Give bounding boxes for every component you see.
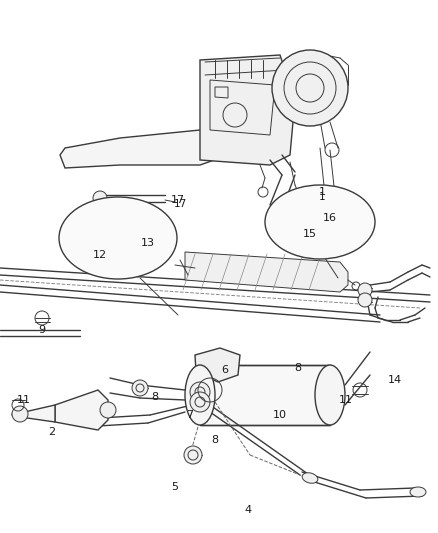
Text: 4: 4 [244, 505, 251, 515]
Text: 13: 13 [141, 238, 155, 248]
Text: 8: 8 [294, 363, 301, 373]
Ellipse shape [59, 197, 177, 279]
Ellipse shape [314, 365, 344, 425]
Text: 1: 1 [318, 187, 325, 197]
Text: 2: 2 [48, 427, 56, 437]
Polygon shape [200, 365, 329, 425]
Circle shape [184, 446, 201, 464]
Polygon shape [194, 348, 240, 382]
Polygon shape [60, 130, 219, 168]
Text: 8: 8 [151, 392, 158, 402]
Text: 8: 8 [211, 435, 218, 445]
Circle shape [357, 283, 371, 297]
Circle shape [357, 293, 371, 307]
Circle shape [93, 191, 107, 205]
Text: 11: 11 [17, 395, 31, 405]
Text: 12: 12 [93, 250, 107, 260]
Circle shape [190, 392, 209, 412]
Text: 7: 7 [186, 410, 193, 420]
Ellipse shape [265, 185, 374, 259]
Circle shape [223, 103, 247, 127]
Text: 16: 16 [322, 213, 336, 223]
Ellipse shape [184, 365, 215, 425]
Polygon shape [20, 405, 55, 422]
Ellipse shape [301, 473, 317, 483]
Text: 17: 17 [170, 195, 185, 205]
Circle shape [12, 406, 28, 422]
Circle shape [190, 382, 209, 402]
Circle shape [272, 50, 347, 126]
Text: 15: 15 [302, 229, 316, 239]
Polygon shape [200, 55, 294, 165]
Text: 5: 5 [171, 482, 178, 492]
Polygon shape [184, 252, 347, 292]
Circle shape [132, 380, 148, 396]
Text: 10: 10 [272, 410, 286, 420]
Text: 17: 17 [173, 199, 186, 209]
Text: 1: 1 [318, 192, 325, 202]
Circle shape [100, 402, 116, 418]
Ellipse shape [409, 487, 425, 497]
Text: 9: 9 [39, 325, 46, 335]
Text: 6: 6 [221, 365, 228, 375]
Polygon shape [55, 390, 108, 430]
Text: 11: 11 [338, 395, 352, 405]
Text: 14: 14 [387, 375, 401, 385]
